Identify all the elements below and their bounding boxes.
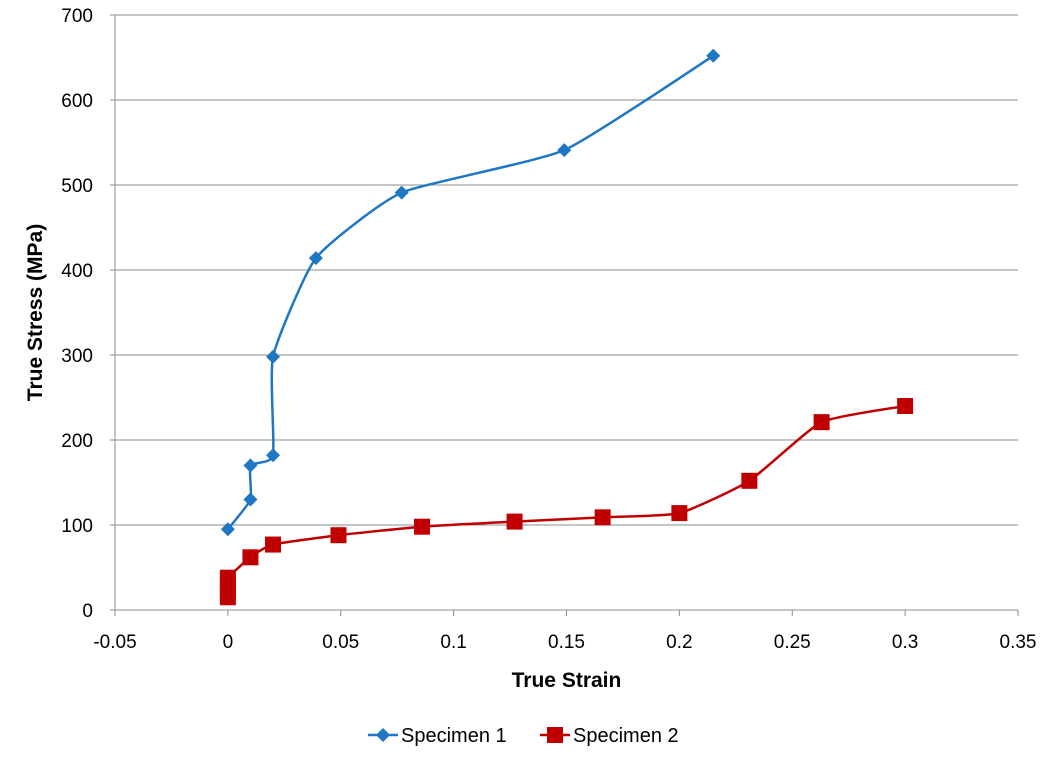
x-tick-label: 0.15: [548, 632, 585, 653]
data-point: [242, 549, 259, 566]
x-tick-label: 0.3: [892, 632, 918, 653]
data-point: [220, 522, 235, 537]
data-point: [265, 536, 282, 553]
x-tick-label: -0.05: [93, 632, 136, 653]
data-point: [741, 472, 758, 489]
x-tick-label: 0.35: [1000, 632, 1037, 653]
y-tick-label: 600: [61, 91, 93, 112]
data-point: [308, 251, 323, 266]
series-line: [225, 404, 906, 598]
data-point: [219, 569, 236, 586]
gridlines: [115, 14, 1018, 526]
x-tick-label: 0: [223, 632, 234, 653]
legend-marker: [547, 727, 563, 743]
data-point: [594, 509, 611, 526]
data-point: [266, 349, 281, 364]
legend-item-2: Specimen 2: [540, 725, 679, 747]
series-line: [226, 54, 714, 531]
x-tick-label: 0.05: [322, 632, 359, 653]
y-axis-title: True Stress (MPa): [24, 224, 47, 401]
y-tick-label: 200: [61, 431, 93, 452]
data-point: [243, 492, 258, 507]
legend-label: Specimen 1: [401, 725, 507, 747]
data-point: [506, 513, 523, 530]
series-2: [219, 398, 914, 606]
x-tick-label: 0.25: [774, 632, 811, 653]
series-group: [219, 48, 914, 606]
data-point: [897, 398, 914, 414]
data-point: [243, 458, 258, 473]
x-tick-label: 0.1: [440, 632, 466, 653]
data-point: [394, 185, 409, 200]
y-tick-label: 700: [61, 6, 93, 27]
axes: [110, 14, 1019, 616]
legend-item-1: Specimen 1: [368, 725, 507, 747]
series-1: [220, 48, 721, 537]
y-tick-label: 100: [61, 516, 93, 537]
x-tick-label: 0.2: [666, 632, 692, 653]
y-tick-label: 300: [61, 346, 93, 367]
data-point: [266, 448, 281, 463]
y-tick-label: 400: [61, 261, 93, 282]
data-point: [671, 505, 688, 522]
data-point: [813, 414, 830, 431]
data-point: [557, 143, 572, 158]
data-point: [414, 518, 431, 535]
data-point: [330, 527, 347, 544]
legend: Specimen 1 Specimen 2: [368, 725, 679, 747]
legend-label: Specimen 2: [573, 725, 679, 747]
y-tick-label: 500: [61, 176, 93, 197]
y-tick-label: 0: [82, 601, 93, 622]
x-axis-title: True Strain: [512, 669, 622, 692]
legend-marker: [376, 728, 390, 742]
data-point: [706, 48, 721, 63]
